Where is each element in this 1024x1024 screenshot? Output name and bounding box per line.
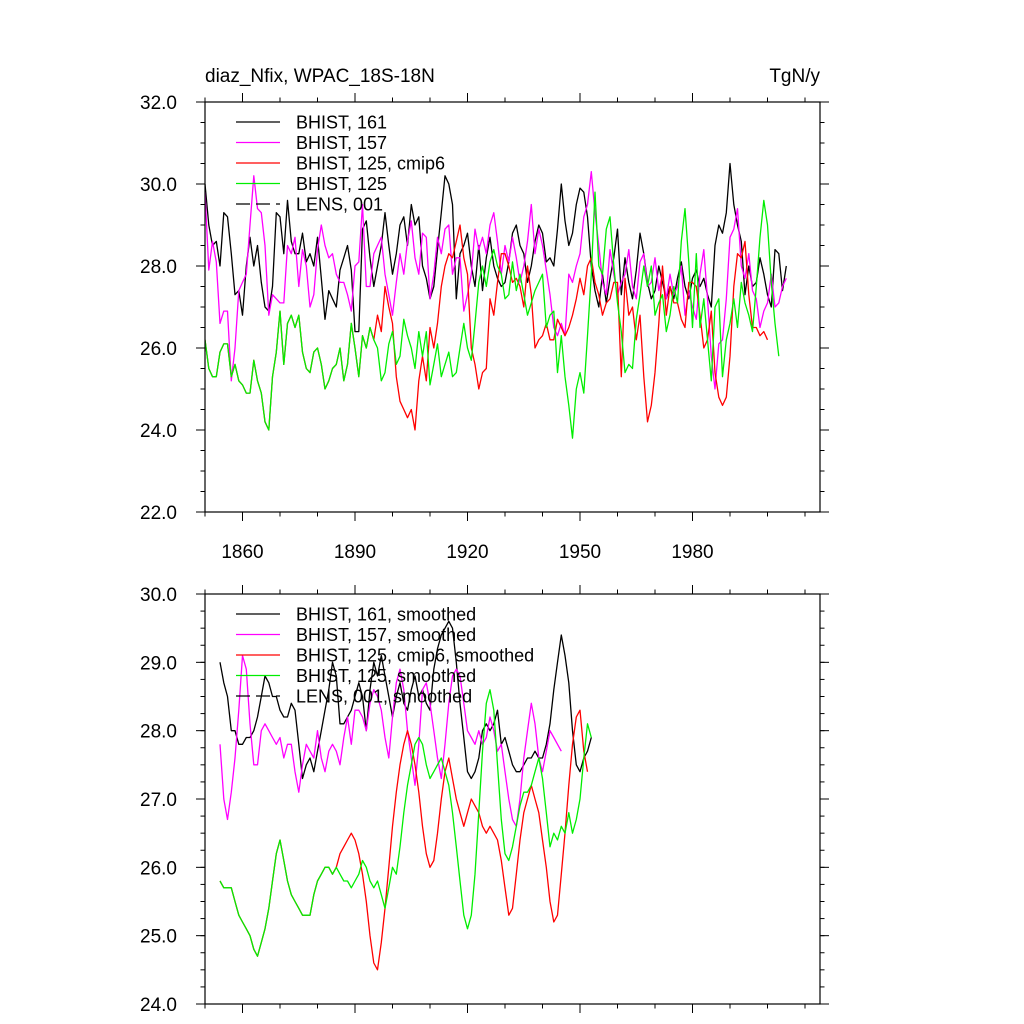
top-legend-label: BHIST, 157 — [296, 133, 387, 153]
bottom-legend-label: BHIST, 125, smoothed — [296, 666, 476, 686]
top-series-1 — [205, 171, 787, 390]
bottom-legend-label: BHIST, 161, smoothed — [296, 605, 476, 625]
bottom-legend-label: LENS, 001, smoothed — [296, 687, 472, 707]
top-legend-label: LENS, 001 — [296, 195, 383, 215]
bottom-legend-label: BHIST, 157, smoothed — [296, 625, 476, 645]
bottom-series-1 — [219, 654, 562, 827]
top-ytick-label: 28.0 — [140, 257, 177, 278]
top-xtick-label: 1890 — [334, 542, 376, 563]
top-xtick-label: 1860 — [221, 542, 263, 563]
top-xtick-label: 1980 — [671, 542, 713, 563]
bottom-series-2 — [219, 709, 589, 971]
bottom-ytick-label: 25.0 — [140, 927, 177, 948]
bottom-ytick-label: 27.0 — [140, 790, 177, 811]
top-units: TgN/y — [769, 66, 820, 87]
top-legend-label: BHIST, 125 — [296, 174, 387, 194]
bottom-panel: 24.0 25.0 26.0 27.0 28.0 29.0 30.0 BHIST, 161,… — [140, 585, 829, 1016]
bottom-legend-label: BHIST, 125, cmip6, smoothed — [296, 646, 534, 666]
top-title: diaz_Nfix, WPAC_18S-18N — [205, 66, 435, 87]
top-ticks: 22.0 24.0 26.0 28.0 30.0 32.0 1860 1890 1920 1950… — [140, 93, 829, 563]
top-plot-frame — [204, 101, 821, 513]
bottom-ytick-label: 26.0 — [140, 858, 177, 879]
top-legend-label: BHIST, 161 — [296, 113, 387, 133]
top-xtick-label: 1950 — [559, 542, 601, 563]
bottom-ytick-label: 28.0 — [140, 722, 177, 743]
top-xtick-label: 1920 — [446, 542, 488, 563]
bottom-series — [219, 620, 592, 971]
top-ytick-label: 22.0 — [140, 503, 177, 524]
top-ytick-label: 30.0 — [140, 175, 177, 196]
bottom-ytick-label: 30.0 — [140, 585, 177, 606]
top-series — [205, 162, 787, 439]
top-ytick-label: 26.0 — [140, 339, 177, 360]
top-panel: diaz_Nfix, WPAC_18S-18N TgN/y 22.0 24.0 26… — [140, 66, 829, 563]
bottom-series-3 — [219, 689, 592, 957]
bottom-plot-frame — [204, 593, 821, 1005]
top-series-3 — [205, 191, 780, 439]
bottom-ticks: 24.0 25.0 26.0 27.0 28.0 29.0 30.0 — [140, 585, 829, 1016]
top-legend-label: BHIST, 125, cmip6 — [296, 154, 445, 174]
bottom-ytick-label: 29.0 — [140, 653, 177, 674]
top-ytick-label: 24.0 — [140, 421, 177, 442]
top-ytick-label: 32.0 — [140, 93, 177, 114]
bottom-ytick-label: 24.0 — [140, 995, 177, 1016]
